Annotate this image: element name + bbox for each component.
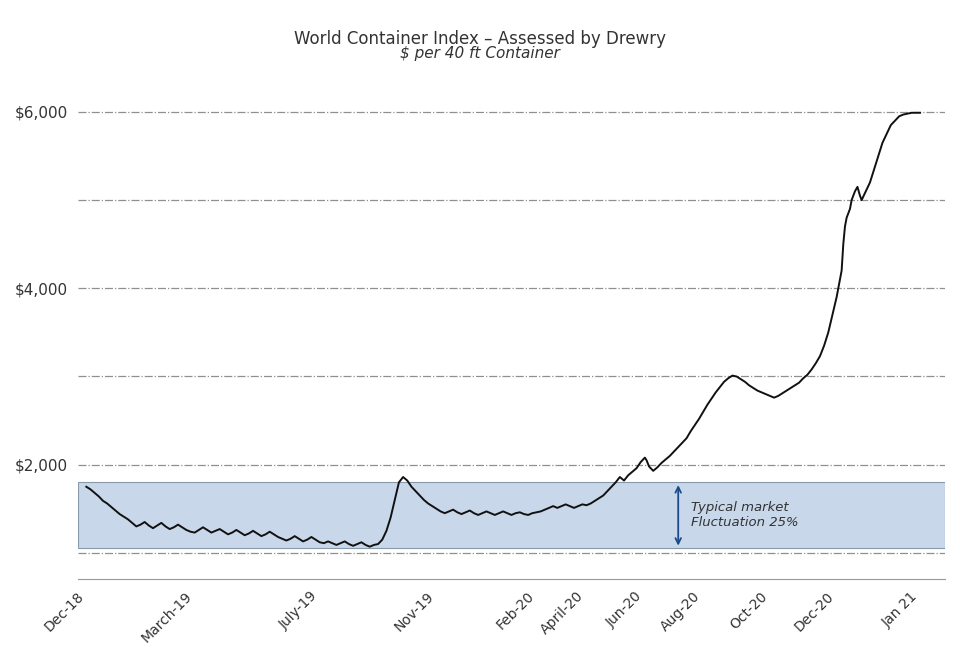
Text: $ per 40 ft Container: $ per 40 ft Container	[400, 46, 560, 61]
Text: World Container Index – Assessed by Drewry: World Container Index – Assessed by Drew…	[294, 30, 666, 48]
Bar	[78, 482, 945, 548]
Text: Typical market
Fluctuation 25%: Typical market Fluctuation 25%	[691, 502, 799, 529]
